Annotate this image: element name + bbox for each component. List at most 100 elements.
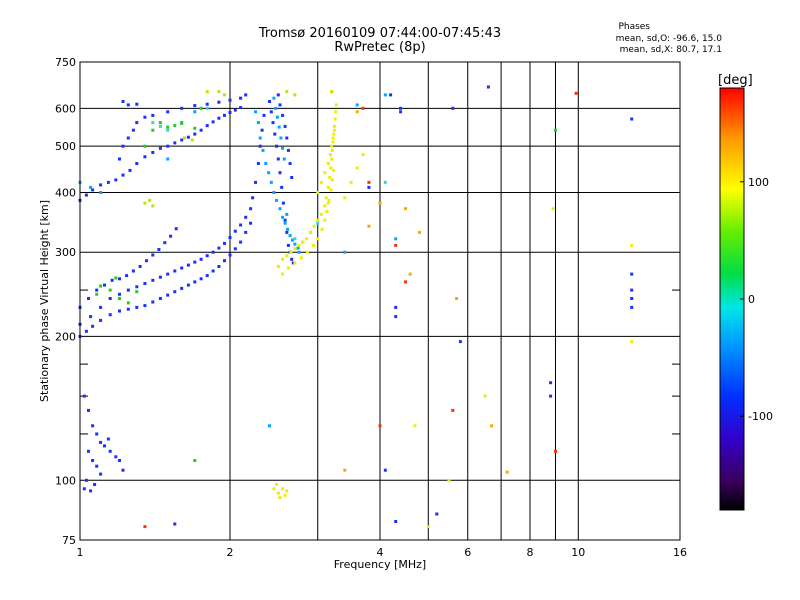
data-point (404, 207, 407, 211)
data-point (349, 180, 353, 184)
data-point (186, 135, 190, 139)
data-point (271, 121, 275, 125)
data-point (84, 329, 88, 333)
data-point (343, 468, 347, 472)
data-point (290, 176, 294, 179)
data-point (399, 110, 403, 114)
data-point (630, 288, 634, 292)
data-point (84, 193, 88, 197)
data-point (118, 277, 121, 281)
data-point (554, 449, 557, 453)
data-point (95, 464, 99, 468)
data-point (249, 221, 253, 225)
data-point (329, 166, 333, 170)
data-point (343, 196, 347, 200)
data-point (99, 284, 103, 288)
data-point (328, 153, 332, 157)
data-point (283, 221, 287, 225)
data-point (180, 121, 184, 125)
data-point (293, 93, 297, 97)
x-tick-label: 8 (527, 546, 534, 559)
data-point (361, 106, 365, 110)
data-point (199, 277, 203, 281)
data-point (190, 138, 194, 142)
data-point (483, 394, 487, 398)
data-point (148, 198, 152, 202)
data-point (205, 102, 209, 106)
colorbar-label: [deg] (718, 73, 753, 88)
data-point (285, 212, 289, 216)
data-point (281, 257, 285, 261)
data-point (355, 103, 359, 107)
data-point (193, 260, 197, 264)
data-point (293, 242, 297, 246)
data-point (199, 128, 203, 132)
data-point (118, 297, 121, 300)
data-point (89, 489, 93, 493)
data-point (630, 297, 634, 300)
data-point (451, 408, 455, 412)
data-point (163, 241, 167, 245)
data-point (330, 178, 334, 182)
data-point (211, 120, 215, 124)
data-point (291, 261, 295, 265)
data-point (118, 292, 121, 296)
data-point (87, 408, 90, 412)
data-point (217, 90, 221, 94)
data-point (186, 263, 190, 267)
x-tick-label: 16 (673, 546, 687, 559)
data-point (399, 106, 403, 110)
data-point (383, 93, 387, 97)
y-tick-label: 300 (55, 246, 76, 259)
data-point (151, 300, 155, 304)
data-point (334, 103, 338, 107)
data-point (293, 261, 297, 265)
data-point (285, 489, 289, 493)
data-point (256, 162, 260, 165)
data-point (418, 230, 421, 234)
data-point (256, 121, 260, 125)
data-point (173, 290, 177, 294)
data-point (267, 171, 271, 175)
data-point (490, 424, 494, 428)
data-point (327, 198, 331, 202)
data-point (110, 278, 114, 282)
data-point (281, 201, 285, 205)
data-point (223, 241, 226, 245)
data-point (332, 168, 336, 172)
data-point (326, 185, 330, 189)
data-point (205, 90, 209, 94)
data-point (328, 176, 332, 179)
data-point (182, 136, 186, 140)
data-point (82, 394, 86, 398)
data-point (166, 110, 170, 114)
data-point (239, 106, 243, 110)
data-point (126, 136, 130, 140)
data-point (91, 459, 95, 462)
data-point (281, 487, 285, 491)
data-point (108, 449, 112, 453)
data-point (277, 125, 281, 129)
data-point (326, 201, 330, 205)
phase-stats-x: mean, sd,X: 80.7, 17.1 (619, 45, 722, 55)
data-point (135, 121, 139, 125)
colorbar-tick-label: 100 (748, 176, 769, 189)
data-point (193, 132, 197, 136)
data-point (285, 230, 289, 234)
data-point (280, 185, 284, 189)
data-point (121, 144, 125, 148)
data-point (367, 224, 371, 228)
data-point (180, 138, 184, 142)
data-point (228, 98, 232, 102)
data-point (296, 246, 300, 250)
data-point (118, 459, 121, 462)
data-point (99, 305, 103, 309)
data-point (316, 218, 320, 222)
data-point (151, 278, 155, 282)
data-point (319, 180, 323, 184)
data-point (286, 243, 290, 247)
data-point (293, 237, 297, 241)
data-point (278, 103, 282, 107)
data-point (291, 238, 294, 242)
data-point (173, 269, 177, 273)
